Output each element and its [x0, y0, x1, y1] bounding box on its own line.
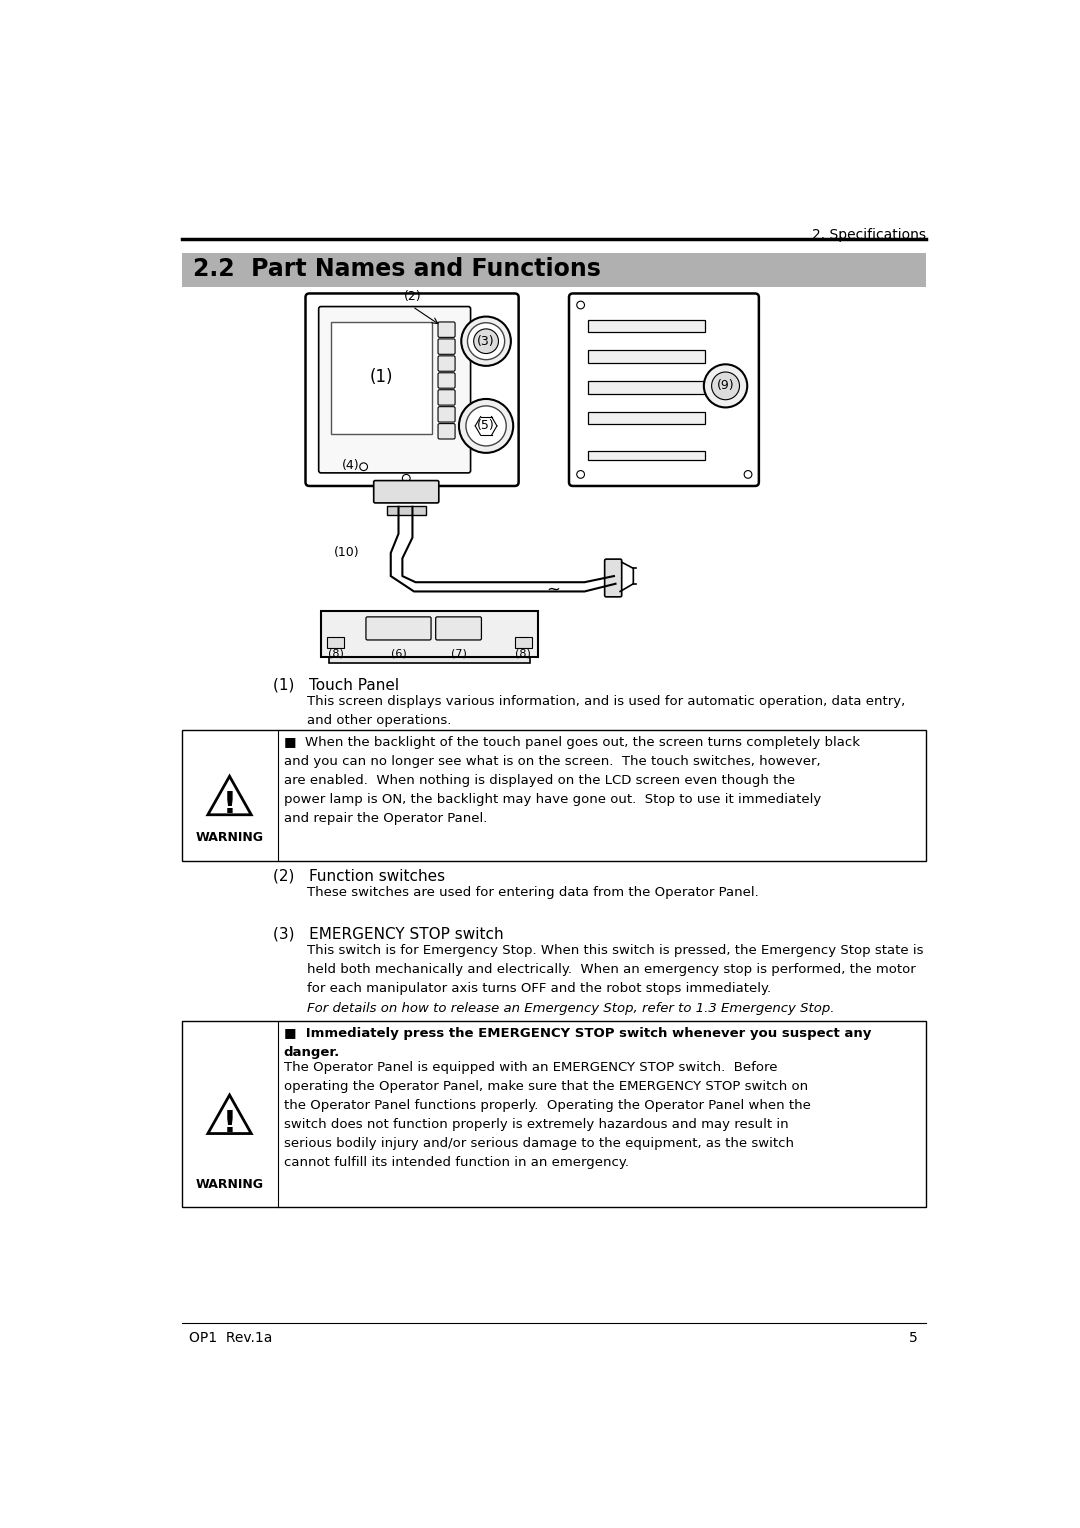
- Text: (9): (9): [717, 379, 734, 393]
- Text: For details on how to release an Emergency Stop, refer to 1.3 Emergency Stop.: For details on how to release an Emergen…: [307, 1002, 835, 1015]
- Bar: [589, 413, 704, 425]
- Text: (2)   Function switches: (2) Function switches: [273, 868, 445, 883]
- FancyBboxPatch shape: [374, 481, 438, 503]
- Polygon shape: [207, 1096, 252, 1134]
- Text: These switches are used for entering data from the Operator Panel.: These switches are used for entering dat…: [307, 886, 759, 900]
- Bar: [589, 451, 704, 460]
- FancyBboxPatch shape: [438, 390, 455, 405]
- FancyBboxPatch shape: [605, 559, 622, 597]
- Text: (3)   EMERGENCY STOP switch: (3) EMERGENCY STOP switch: [273, 926, 503, 941]
- Text: !: !: [222, 1109, 237, 1138]
- Text: ~: ~: [546, 581, 561, 599]
- FancyBboxPatch shape: [569, 293, 759, 486]
- Text: (7): (7): [451, 648, 467, 659]
- Text: WARNING: WARNING: [195, 831, 264, 843]
- Text: This switch is for Emergency Stop. When this switch is pressed, the Emergency St: This switch is for Emergency Stop. When …: [307, 944, 923, 995]
- FancyBboxPatch shape: [435, 617, 482, 640]
- Text: (6): (6): [391, 648, 406, 659]
- Circle shape: [403, 474, 410, 483]
- Circle shape: [704, 364, 747, 408]
- Bar: [327, 637, 345, 648]
- Circle shape: [712, 371, 740, 400]
- Text: The Operator Panel is equipped with an EMERGENCY STOP switch.  Before
operating : The Operator Panel is equipped with an E…: [284, 1060, 811, 1169]
- FancyBboxPatch shape: [438, 339, 455, 354]
- Circle shape: [577, 301, 584, 309]
- Text: 2. Specifications: 2. Specifications: [811, 228, 926, 241]
- Bar: [181, 730, 926, 860]
- FancyBboxPatch shape: [438, 423, 455, 439]
- Circle shape: [461, 316, 511, 365]
- Text: (8): (8): [328, 648, 343, 659]
- Circle shape: [360, 463, 367, 471]
- Text: OP1  Rev.1a: OP1 Rev.1a: [189, 1331, 272, 1345]
- Text: !: !: [222, 790, 237, 819]
- FancyBboxPatch shape: [319, 307, 471, 472]
- Text: ■  Immediately press the EMERGENCY STOP switch whenever you suspect any
danger.: ■ Immediately press the EMERGENCY STOP s…: [284, 1027, 872, 1059]
- Text: This screen displays various information, and is used for automatic operation, d: This screen displays various information…: [307, 695, 905, 727]
- Text: WARNING: WARNING: [195, 1178, 264, 1190]
- Text: (2): (2): [404, 290, 421, 303]
- Bar: [321, 611, 538, 657]
- Circle shape: [468, 322, 504, 359]
- FancyBboxPatch shape: [438, 356, 455, 371]
- Text: (10): (10): [334, 547, 360, 559]
- FancyBboxPatch shape: [306, 293, 518, 486]
- Text: (3): (3): [477, 335, 495, 348]
- Text: 5: 5: [909, 1331, 918, 1345]
- Polygon shape: [207, 776, 252, 814]
- Text: 2.2  Part Names and Functions: 2.2 Part Names and Functions: [193, 257, 600, 281]
- Text: (4): (4): [342, 460, 360, 472]
- Text: (1): (1): [369, 368, 393, 387]
- Bar: [332, 322, 432, 434]
- Bar: [515, 637, 531, 648]
- Bar: [589, 350, 704, 362]
- Circle shape: [465, 406, 507, 446]
- Text: (8): (8): [515, 648, 531, 659]
- Circle shape: [474, 329, 499, 353]
- Bar: [387, 506, 426, 515]
- FancyBboxPatch shape: [438, 373, 455, 388]
- Bar: [589, 382, 704, 394]
- FancyBboxPatch shape: [438, 406, 455, 422]
- Bar: [181, 1021, 926, 1207]
- Text: (5): (5): [477, 419, 495, 432]
- Circle shape: [459, 399, 513, 452]
- Bar: [181, 252, 926, 287]
- FancyBboxPatch shape: [366, 617, 431, 640]
- Circle shape: [577, 471, 584, 478]
- Circle shape: [744, 471, 752, 478]
- FancyBboxPatch shape: [438, 322, 455, 338]
- Bar: [328, 656, 530, 663]
- Text: (1)   Touch Panel: (1) Touch Panel: [273, 678, 400, 692]
- Text: ■  When the backlight of the touch panel goes out, the screen turns completely b: ■ When the backlight of the touch panel …: [284, 736, 860, 825]
- Bar: [589, 319, 704, 332]
